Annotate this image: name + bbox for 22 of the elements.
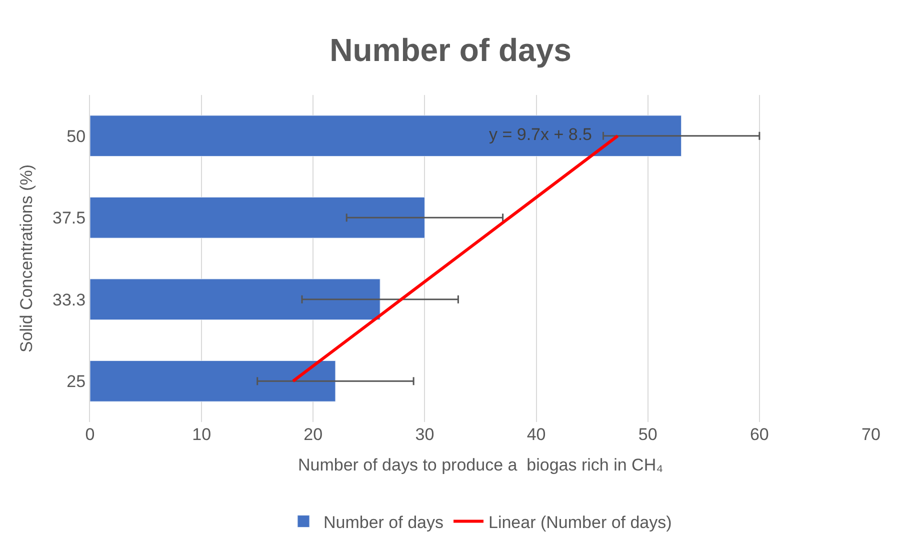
x-tick-label: 30	[415, 425, 434, 444]
x-axis-title: Number of days to produce a biogas rich in CH₄	[298, 455, 664, 474]
y-tick-label: 50	[66, 126, 86, 146]
x-tick-label: 20	[304, 425, 323, 444]
x-tick-label: 0	[85, 425, 95, 444]
legend-label: Number of days	[324, 512, 444, 532]
x-tick-label: 10	[192, 425, 212, 444]
y-tick-label: 33.3	[52, 290, 86, 310]
bar	[90, 360, 336, 402]
x-tick-label: 70	[862, 425, 880, 444]
annotation: y = 9.7x + 8.5	[489, 125, 592, 144]
x-tick-label: 40	[526, 425, 546, 444]
bar	[90, 196, 425, 238]
y-tick-label: 37.5	[52, 208, 86, 228]
y-axis-title: Solid Concentrations (%)	[17, 164, 36, 353]
y-tick-label: 25	[66, 372, 86, 392]
bar	[90, 278, 380, 320]
x-tick-label: 50	[638, 425, 658, 444]
legend-label: Linear (Number of days)	[488, 512, 672, 532]
x-tick-label: 60	[750, 425, 769, 444]
bar	[90, 115, 682, 157]
chart-title: Number of days	[330, 32, 572, 68]
